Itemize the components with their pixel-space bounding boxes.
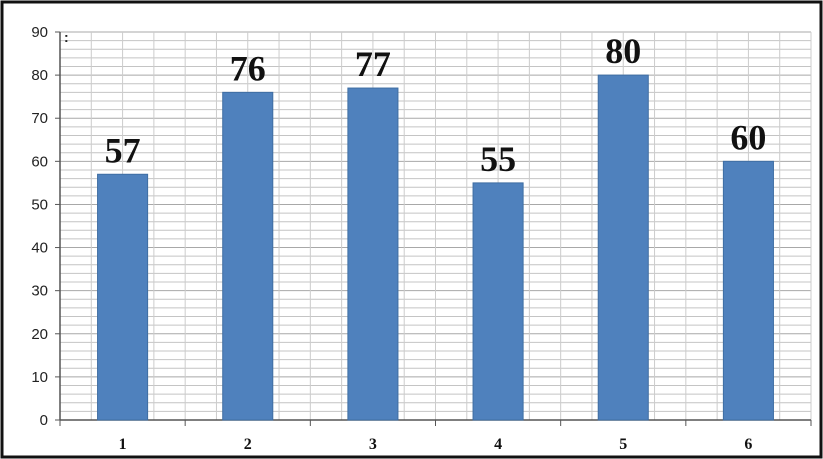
bar bbox=[97, 173, 149, 421]
x-tick-label: 5 bbox=[619, 436, 627, 453]
axes bbox=[55, 31, 812, 426]
bar bbox=[347, 87, 399, 421]
bar bbox=[472, 182, 524, 421]
x-tick-label: 1 bbox=[119, 436, 127, 453]
bars bbox=[97, 74, 774, 421]
x-tick-label: 3 bbox=[369, 436, 377, 453]
data-label: 55 bbox=[480, 139, 516, 179]
y-tick-label: 30 bbox=[31, 283, 48, 300]
y-tick-label: 90 bbox=[31, 24, 48, 41]
data-label: 76 bbox=[230, 48, 266, 88]
x-tick-label: 4 bbox=[494, 436, 502, 453]
data-label: 60 bbox=[730, 117, 766, 157]
y-tick-label: 40 bbox=[31, 240, 48, 257]
x-tick-label: 6 bbox=[744, 436, 752, 453]
y-tick-label: 20 bbox=[31, 326, 48, 343]
x-tick-label: 2 bbox=[244, 436, 252, 453]
data-label: 80 bbox=[605, 31, 641, 71]
y-tick-label: 10 bbox=[31, 369, 48, 386]
corner-mark: : bbox=[64, 29, 69, 45]
y-tick-label: 70 bbox=[31, 110, 48, 127]
bar bbox=[222, 91, 274, 421]
data-label: 77 bbox=[355, 44, 391, 84]
bar bbox=[722, 160, 774, 421]
y-tick-label: 0 bbox=[40, 412, 48, 429]
y-tick-label: 60 bbox=[31, 153, 48, 170]
data-label: 57 bbox=[105, 130, 141, 170]
y-tick-label: 80 bbox=[31, 67, 48, 84]
y-tick-label: 50 bbox=[31, 196, 48, 213]
bar bbox=[597, 74, 649, 421]
